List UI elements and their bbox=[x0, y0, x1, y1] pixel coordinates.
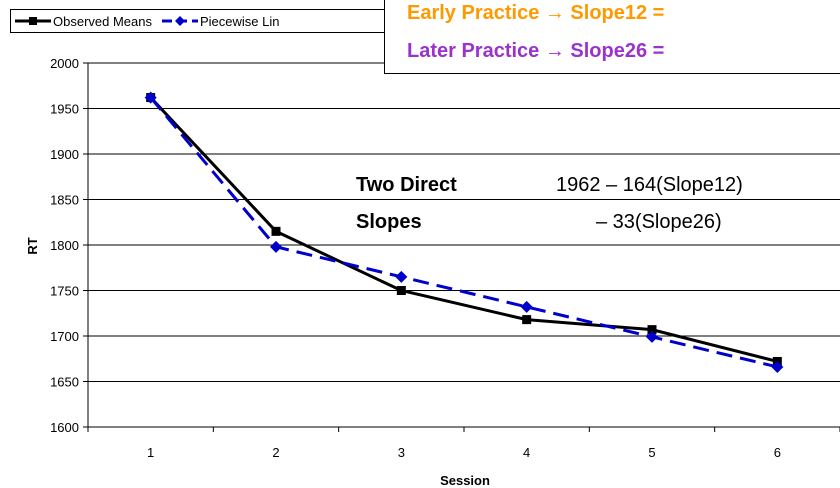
gridlines bbox=[88, 62, 840, 382]
axes bbox=[83, 62, 840, 432]
y-tick-label-1950: 1950 bbox=[50, 102, 79, 117]
legend: Observed Means Piecewise Lin bbox=[10, 9, 412, 33]
legend-swatch-piecewise bbox=[162, 16, 198, 26]
y-tick-label-1600: 1600 bbox=[50, 420, 79, 435]
x-tick-label-4: 4 bbox=[523, 445, 530, 460]
point-piecewise-2 bbox=[270, 240, 282, 253]
annotation-equation-1: 1962 – 164(Slope12) bbox=[556, 174, 743, 196]
point-observed-4 bbox=[522, 315, 532, 325]
y-tick-label-1650: 1650 bbox=[50, 375, 79, 390]
point-piecewise-3 bbox=[395, 270, 408, 283]
y-axis-label: RT bbox=[25, 237, 40, 254]
series-group bbox=[144, 91, 784, 373]
y-tick-label-1900: 1900 bbox=[50, 147, 79, 162]
x-tick-label-6: 6 bbox=[774, 445, 781, 460]
x-tick-label-1: 1 bbox=[147, 445, 154, 460]
legend-item-piecewise: Piecewise Lin bbox=[162, 14, 280, 29]
point-observed-2 bbox=[271, 226, 281, 236]
point-piecewise-5 bbox=[646, 330, 658, 343]
tick-labels: 1600 1650 1700 1750 1800 1850 1900 1950 2000 1 2 3 4… bbox=[50, 56, 781, 460]
x-axis-label: Session bbox=[440, 473, 490, 488]
annotation-equation-2: – 33(Slope26) bbox=[596, 211, 722, 233]
y-tick-label-1750: 1750 bbox=[50, 284, 79, 299]
series-line-observed bbox=[149, 96, 778, 363]
point-piecewise-4 bbox=[520, 300, 533, 313]
legend-item-observed: Observed Means bbox=[15, 14, 152, 29]
y-tick-label-1850: 1850 bbox=[50, 193, 79, 208]
point-piecewise-1 bbox=[144, 91, 157, 104]
annotation-label-slopes: Slopes bbox=[356, 211, 422, 233]
x-tick-label-3: 3 bbox=[398, 445, 405, 460]
callout-line-later: Later Practice → Slope26 = bbox=[407, 40, 665, 62]
point-observed-3 bbox=[396, 286, 406, 295]
callout-line-early: Early Practice → Slope12 = bbox=[407, 2, 665, 24]
legend-swatch-observed bbox=[15, 17, 51, 25]
x-tick-label-5: 5 bbox=[648, 445, 655, 460]
legend-label-observed: Observed Means bbox=[53, 13, 152, 29]
y-tick-label-1700: 1700 bbox=[50, 329, 79, 344]
callout-box: Early Practice → Slope12 = Later Practic… bbox=[384, 0, 840, 74]
series-line-piecewise bbox=[149, 96, 778, 369]
annotation-label-two-direct: Two Direct bbox=[356, 174, 457, 196]
y-tick-label-1800: 1800 bbox=[50, 238, 79, 253]
x-tick-label-2: 2 bbox=[272, 445, 279, 460]
point-piecewise-6 bbox=[771, 360, 784, 373]
point-observed-5 bbox=[647, 325, 657, 335]
y-tick-label-2000: 2000 bbox=[50, 56, 79, 71]
legend-label-piecewise: Piecewise Lin bbox=[200, 13, 280, 29]
